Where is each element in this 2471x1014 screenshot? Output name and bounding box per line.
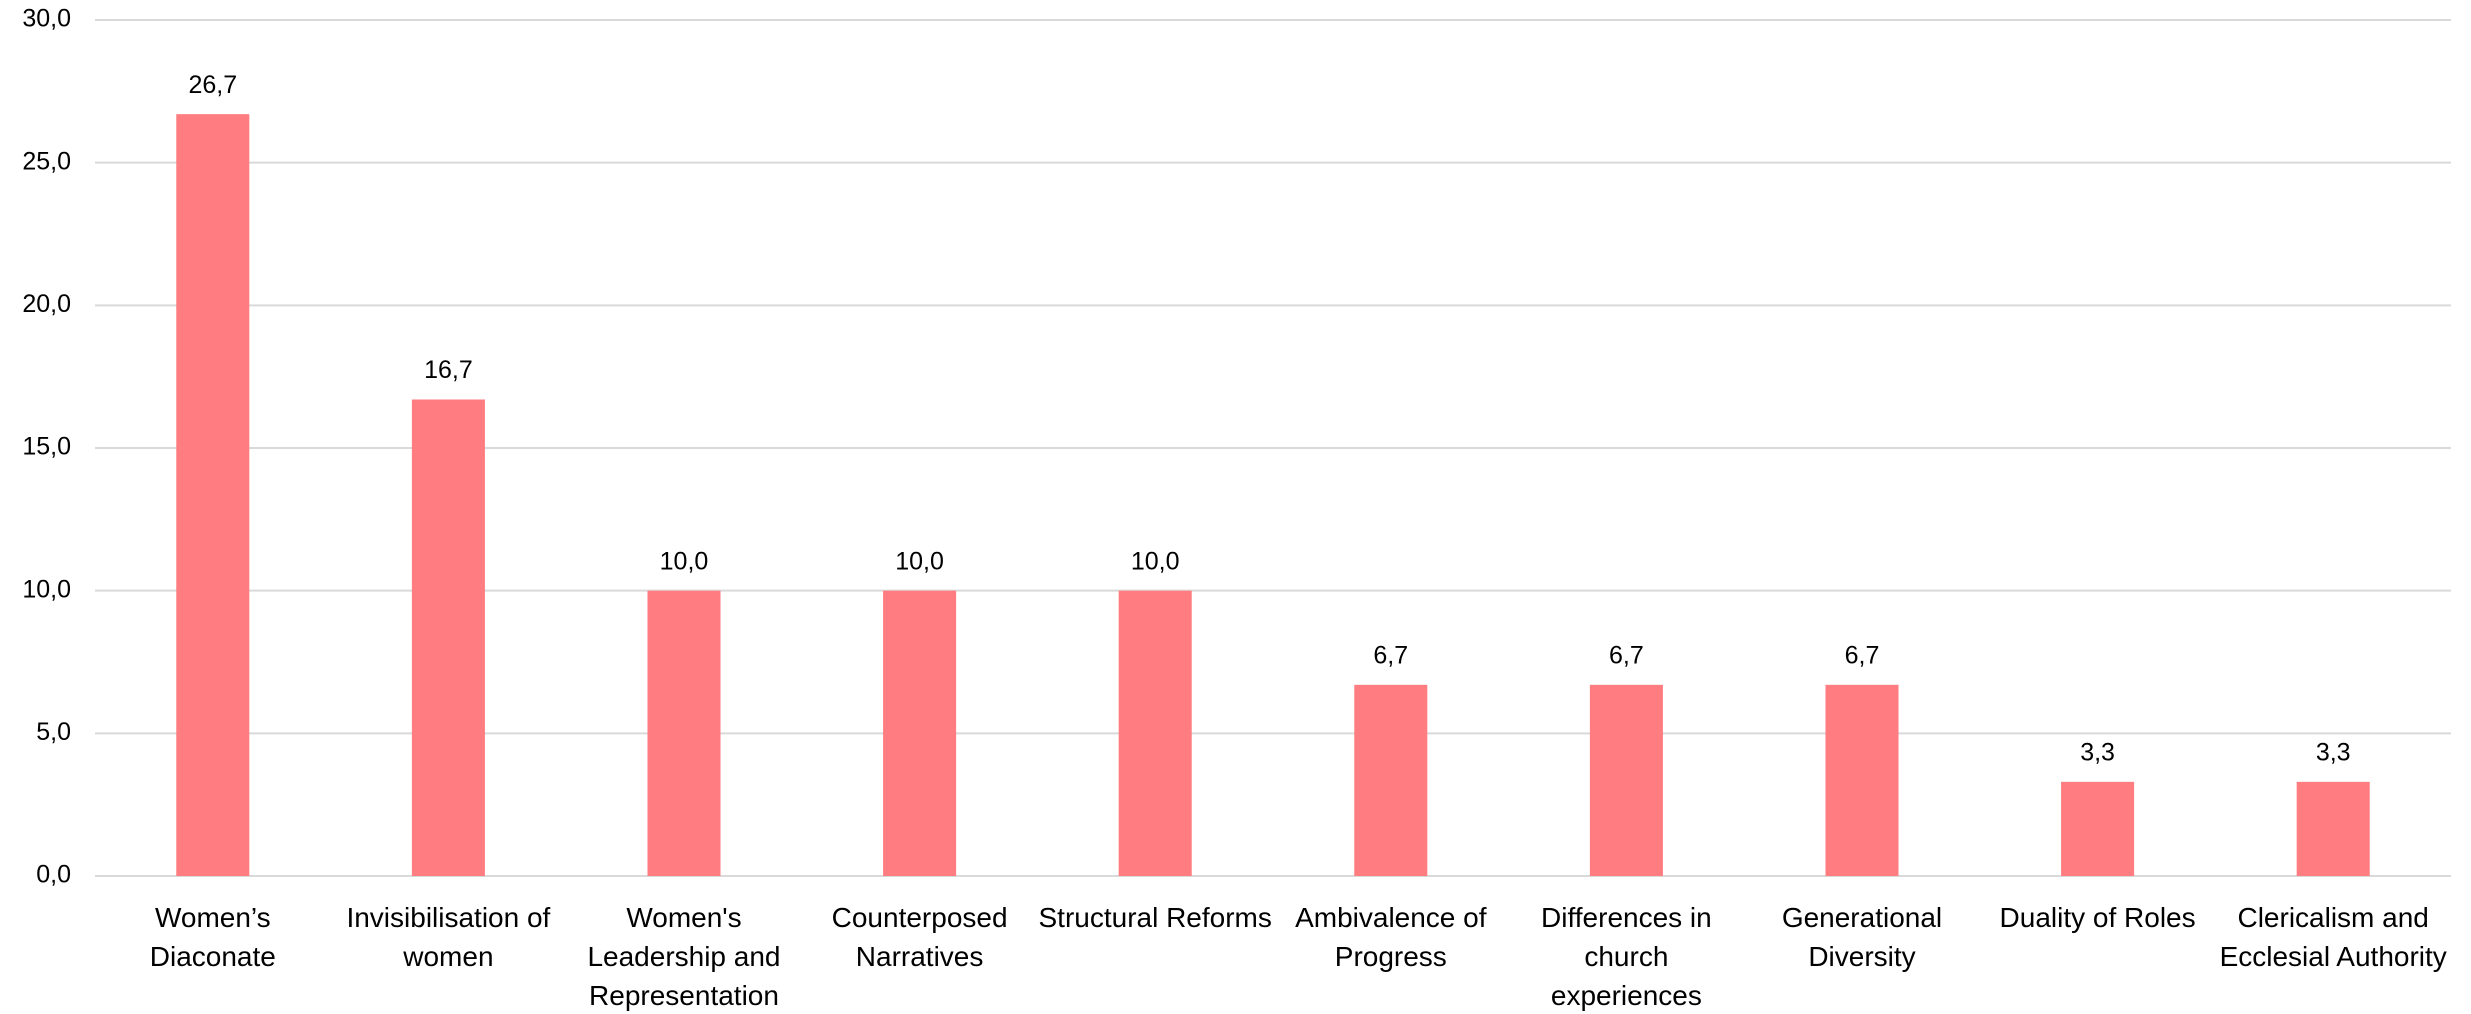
x-tick-label: Women’s Diaconate (149, 902, 276, 972)
x-tick-label: Counterposed Narratives (831, 902, 1008, 972)
x-tick-label: Women's Leadership and Representation (587, 902, 781, 1011)
x-tick-label: Duality of Roles (1999, 902, 2196, 933)
x-tick-label: Differences in church experiences (1541, 902, 1712, 1011)
y-tick-label: 5,0 (36, 718, 71, 746)
y-tick-label: 0,0 (36, 861, 71, 889)
x-tick-label: Ambivalence of Progress (1295, 902, 1487, 972)
y-tick-label: 30,0 (22, 5, 71, 33)
value-label: 3,3 (2316, 738, 2351, 766)
y-tick-label: 20,0 (22, 290, 71, 318)
x-tick-label: Structural Reforms (1038, 902, 1272, 933)
x-tick-label: Generational Diversity (1781, 902, 1943, 972)
value-label: 3,3 (2080, 738, 2115, 766)
bar (1354, 684, 1428, 876)
y-tick-label: 10,0 (22, 575, 71, 603)
value-label: 26,7 (188, 71, 237, 99)
bar (647, 590, 721, 876)
x-tick-label: Clericalism and Ecclesial Authority (2219, 902, 2447, 972)
value-label: 6,7 (1373, 641, 1408, 669)
value-label: 16,7 (424, 356, 473, 384)
bar (1589, 684, 1663, 876)
x-tick-label: Invisibilisation of women (346, 902, 551, 972)
bar (411, 399, 485, 876)
value-label: 10,0 (1131, 547, 1180, 575)
y-tick-label: 25,0 (22, 147, 71, 175)
bar (176, 114, 250, 876)
value-label: 6,7 (1845, 641, 1880, 669)
bar (883, 590, 957, 876)
bar (1825, 684, 1899, 876)
bar (2296, 781, 2370, 876)
y-tick-label: 15,0 (22, 433, 71, 461)
value-label: 6,7 (1609, 641, 1644, 669)
value-label: 10,0 (660, 547, 709, 575)
value-label: 10,0 (895, 547, 944, 575)
bar (2061, 781, 2135, 876)
bar (1118, 590, 1192, 876)
